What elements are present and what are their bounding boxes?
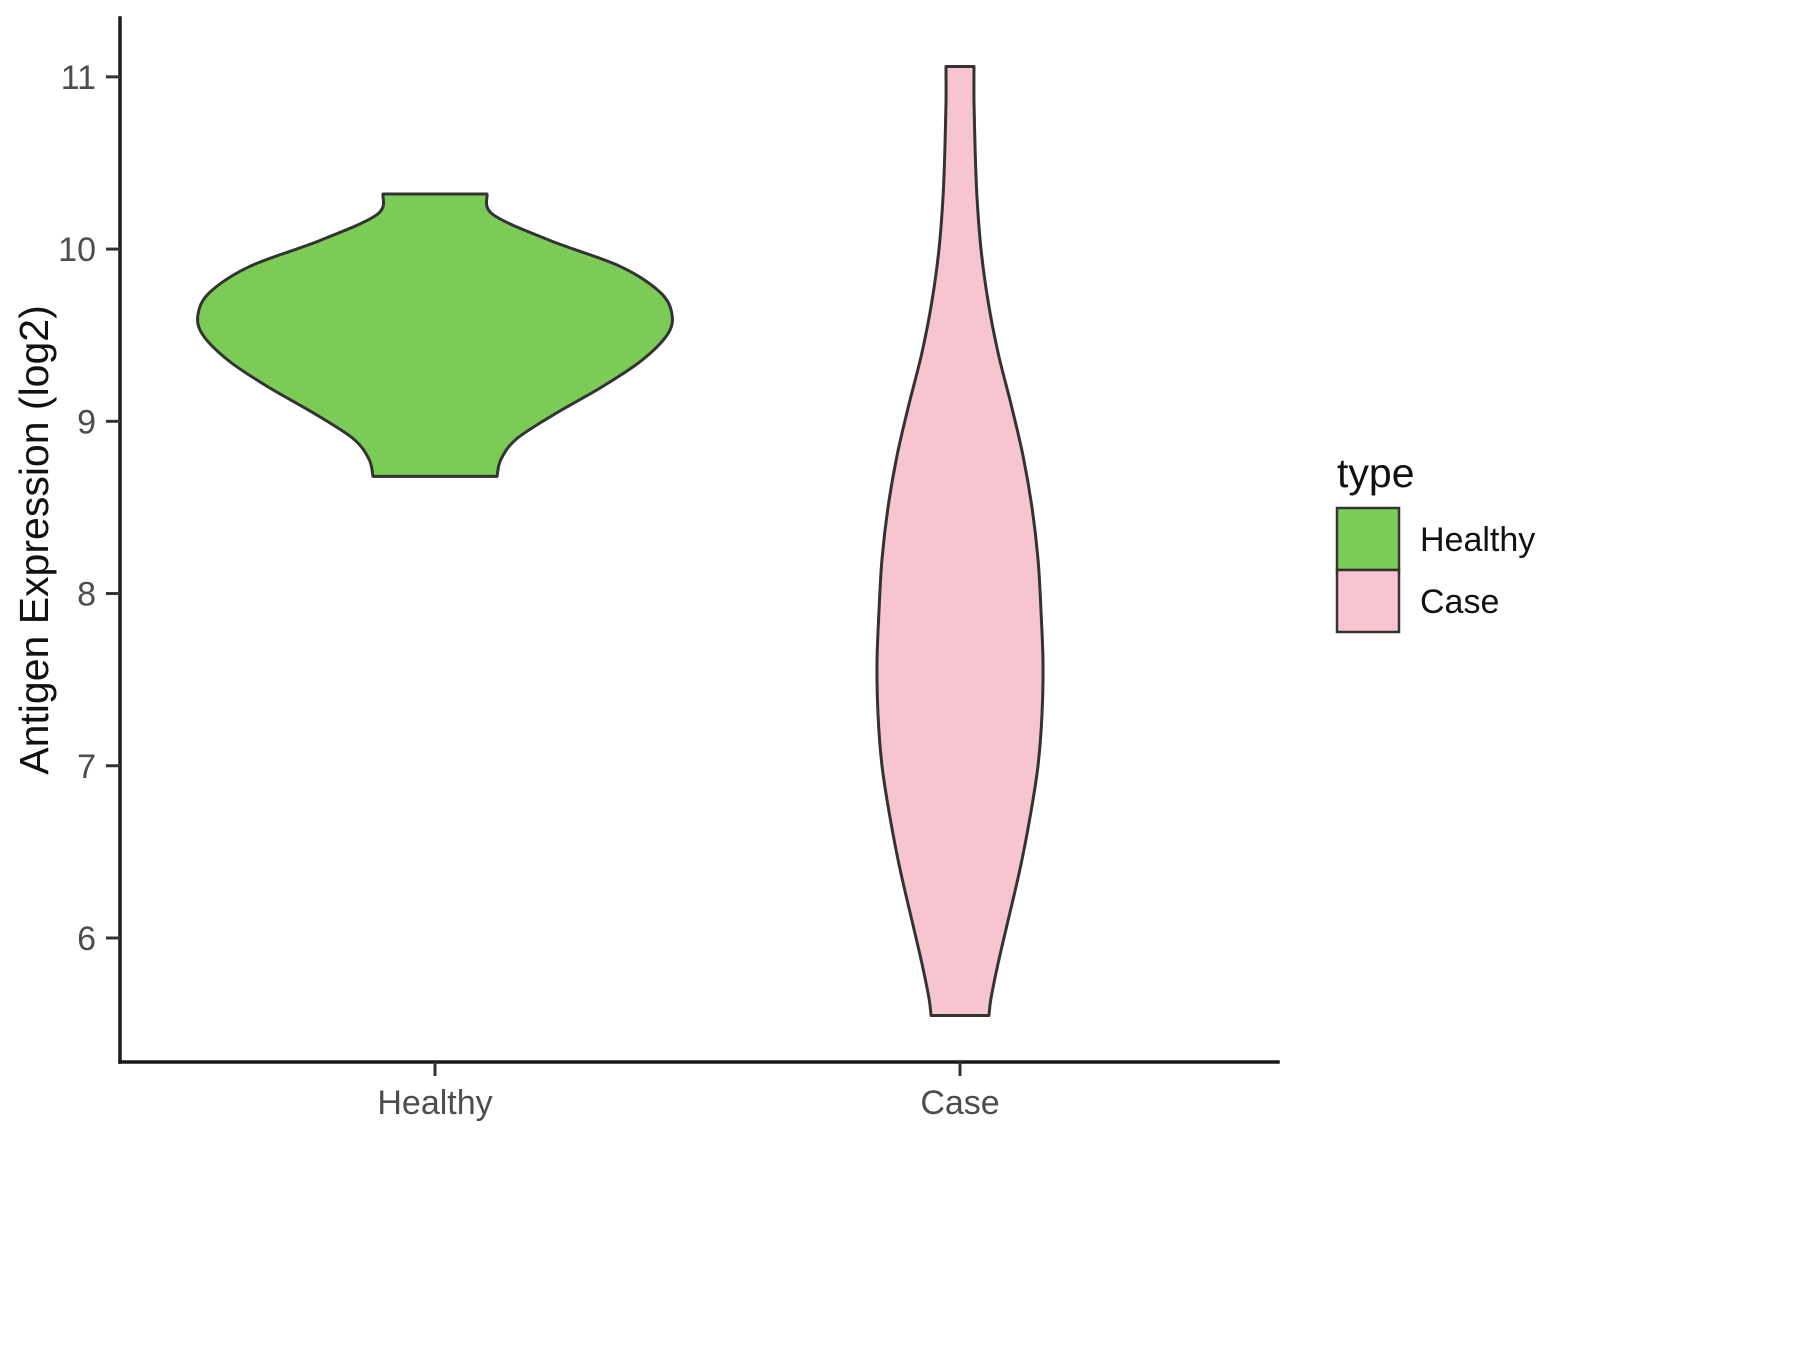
legend: type Healthy Case	[1335, 450, 1535, 634]
legend-label-case: Case	[1420, 583, 1499, 621]
legend-title: type	[1337, 450, 1415, 496]
legend-key-healthy-swatch	[1335, 506, 1401, 572]
x-tick-label-healthy: Healthy	[377, 1084, 492, 1122]
y-tick-label: 9	[77, 403, 96, 441]
y-tick-label: 6	[77, 920, 96, 958]
y-tick-label: 11	[61, 59, 96, 97]
x-tick-label-case: Case	[920, 1084, 999, 1122]
y-tick-label: 10	[58, 231, 96, 269]
violin-layer	[196, 65, 1045, 1017]
y-tick-label: 7	[77, 748, 96, 786]
violin-healthy	[196, 192, 674, 478]
legend-key-case-swatch	[1335, 568, 1401, 634]
legend-label-healthy: Healthy	[1420, 521, 1535, 559]
violin-case	[875, 65, 1045, 1017]
y-axis-ticks: 6 7 8 9 10 11	[58, 59, 120, 958]
x-axis-ticks: Healthy Case	[377, 1062, 1000, 1122]
y-axis-title: Antigen Expression (log2)	[11, 305, 57, 774]
y-tick-label: 8	[77, 576, 96, 614]
